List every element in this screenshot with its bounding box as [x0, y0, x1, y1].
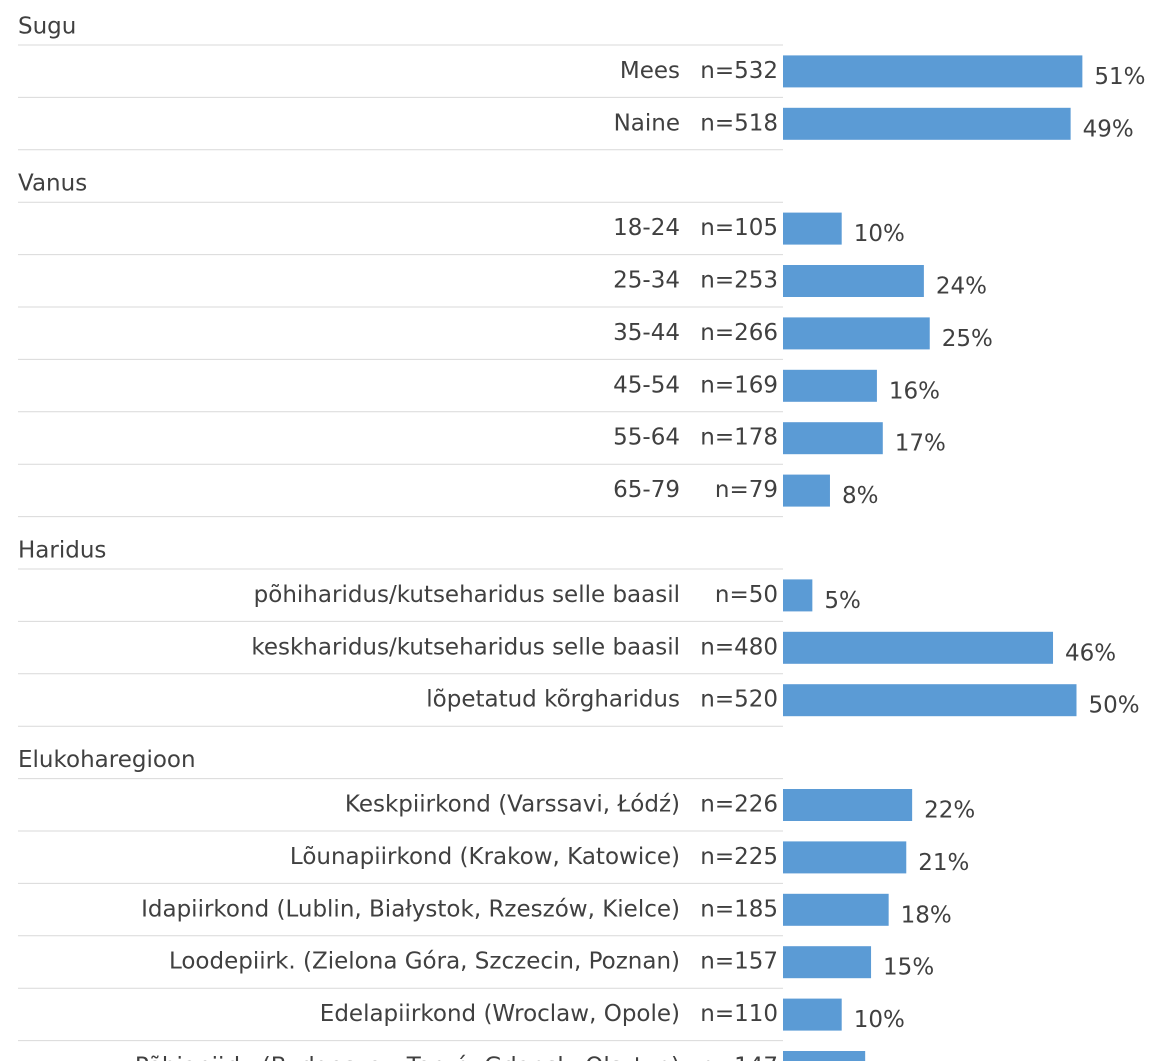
bar — [783, 474, 830, 507]
category-label: Mees — [620, 58, 680, 84]
category-label: 18-24 — [613, 215, 680, 241]
bar — [783, 107, 1071, 140]
value-label: 17% — [895, 431, 946, 457]
value-label: 10% — [854, 1007, 905, 1033]
category-label: keskharidus/kutseharidus selle baasil — [251, 634, 680, 660]
bar — [783, 789, 913, 821]
value-label: 50% — [1089, 693, 1140, 719]
n-label: n=147 — [700, 1054, 778, 1061]
category-label: Edelapiirkond (Wroclaw, Opole) — [320, 1001, 680, 1027]
category-label: Keskpiirkond (Varssavi, Łódź) — [345, 792, 680, 818]
bar — [783, 265, 924, 297]
bar — [783, 579, 813, 612]
bar — [783, 631, 1054, 664]
bar — [783, 946, 872, 979]
value-label: 22% — [924, 798, 975, 824]
value-label: 18% — [901, 902, 952, 928]
category-label: Lõunapiirkond (Krakow, Katowice) — [290, 844, 680, 870]
bar — [783, 422, 883, 455]
group-title: Sugu — [18, 14, 76, 40]
value-label: 8% — [842, 483, 879, 509]
n-label: n=480 — [700, 634, 778, 660]
category-label: 55-64 — [613, 425, 680, 451]
n-label: n=518 — [700, 110, 778, 136]
category-label: lõpetatud kõrgharidus — [426, 687, 680, 713]
value-label: 49% — [1083, 116, 1134, 142]
n-label: n=178 — [700, 425, 778, 451]
group-title: Haridus — [18, 538, 106, 564]
value-label: 15% — [883, 955, 934, 981]
n-label: n=185 — [700, 896, 778, 922]
n-label: n=105 — [700, 215, 778, 241]
n-label: n=50 — [715, 582, 778, 608]
n-label: n=253 — [700, 268, 778, 294]
bar — [783, 55, 1083, 88]
bar — [783, 893, 889, 926]
bar — [783, 1051, 866, 1061]
value-label: 21% — [918, 850, 969, 876]
bar — [783, 369, 877, 402]
n-label: n=110 — [700, 1001, 778, 1027]
value-label: 51% — [1094, 64, 1145, 90]
value-label: 24% — [936, 274, 987, 300]
group-title: Elukoharegioon — [18, 747, 196, 773]
value-label: 10% — [854, 221, 905, 247]
n-label: n=226 — [700, 792, 778, 818]
category-label: Põhjapiirk. (Bydgoszcz, Toruń, Gdansk, O… — [135, 1054, 680, 1061]
bar — [783, 317, 930, 350]
category-label: 35-44 — [613, 320, 680, 346]
n-label: n=157 — [700, 949, 778, 975]
value-label: 14% — [877, 1060, 928, 1061]
value-label: 5% — [824, 588, 861, 614]
n-label: n=532 — [700, 58, 778, 84]
group-title: Vanus — [18, 171, 87, 197]
category-label: 65-79 — [613, 477, 680, 503]
category-label: 25-34 — [613, 268, 680, 294]
bar — [783, 841, 907, 874]
category-label: Idapiirkond (Lublin, Białystok, Rzeszów,… — [141, 896, 680, 922]
bar — [783, 684, 1077, 717]
category-label: 45-54 — [613, 372, 680, 398]
n-label: n=225 — [700, 844, 778, 870]
value-label: 46% — [1065, 640, 1116, 666]
bar — [783, 998, 842, 1031]
category-label: Naine — [614, 110, 680, 136]
n-label: n=520 — [700, 687, 778, 713]
n-label: n=79 — [715, 477, 778, 503]
n-label: n=266 — [700, 320, 778, 346]
bar — [783, 212, 842, 245]
value-label: 25% — [942, 326, 993, 352]
n-label: n=169 — [700, 372, 778, 398]
category-label: põhiharidus/kutseharidus selle baasil — [254, 582, 680, 608]
category-label: Loodepiirk. (Zielona Góra, Szczecin, Poz… — [169, 949, 680, 975]
value-label: 16% — [889, 378, 940, 404]
